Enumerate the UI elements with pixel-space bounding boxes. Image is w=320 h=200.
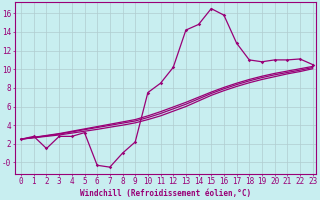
X-axis label: Windchill (Refroidissement éolien,°C): Windchill (Refroidissement éolien,°C) — [80, 189, 251, 198]
